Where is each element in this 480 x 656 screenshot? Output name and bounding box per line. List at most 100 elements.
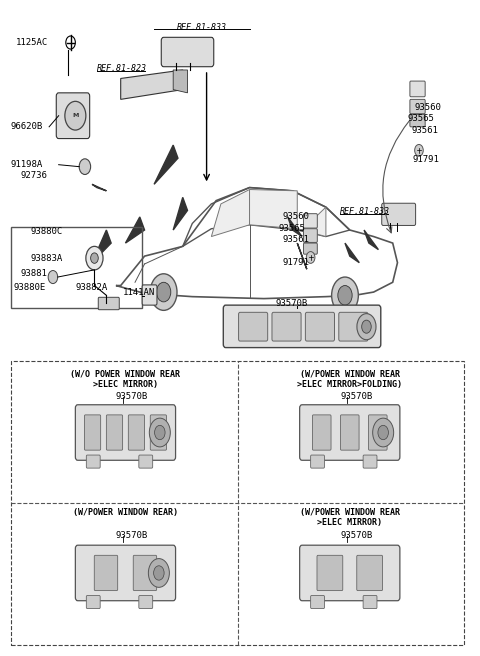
Polygon shape (297, 243, 307, 269)
FancyBboxPatch shape (84, 415, 101, 450)
FancyBboxPatch shape (139, 596, 153, 609)
FancyBboxPatch shape (303, 214, 317, 228)
Text: 93565: 93565 (408, 114, 435, 123)
Text: 93560: 93560 (283, 213, 310, 222)
FancyBboxPatch shape (317, 556, 343, 590)
Text: 1125AC: 1125AC (16, 38, 48, 47)
Text: 93570B: 93570B (116, 392, 148, 401)
Circle shape (362, 320, 371, 333)
Polygon shape (173, 197, 188, 230)
Text: REF.81-833: REF.81-833 (340, 207, 390, 216)
Text: 93881: 93881 (21, 268, 48, 277)
FancyBboxPatch shape (150, 415, 167, 450)
Polygon shape (288, 217, 302, 237)
Text: 93882A: 93882A (75, 283, 108, 292)
Text: 93570B: 93570B (340, 531, 372, 541)
Polygon shape (345, 243, 360, 262)
FancyBboxPatch shape (311, 455, 324, 468)
FancyBboxPatch shape (300, 545, 400, 601)
Polygon shape (92, 184, 107, 191)
Polygon shape (364, 230, 378, 250)
Polygon shape (120, 70, 183, 99)
Text: 93570B: 93570B (340, 392, 372, 401)
FancyBboxPatch shape (133, 556, 156, 590)
Circle shape (65, 101, 86, 130)
Circle shape (148, 559, 169, 587)
Polygon shape (250, 190, 297, 229)
Text: REF.81-833: REF.81-833 (177, 23, 227, 32)
Circle shape (149, 418, 170, 447)
Circle shape (156, 282, 171, 302)
Text: 93570B: 93570B (116, 531, 148, 541)
FancyBboxPatch shape (410, 81, 425, 96)
Text: 91198A: 91198A (11, 160, 43, 169)
FancyBboxPatch shape (363, 596, 377, 609)
FancyBboxPatch shape (410, 99, 425, 113)
Circle shape (338, 285, 352, 305)
FancyBboxPatch shape (369, 415, 387, 450)
FancyBboxPatch shape (272, 312, 301, 341)
Circle shape (91, 253, 98, 263)
Text: 93570B: 93570B (276, 298, 308, 308)
FancyBboxPatch shape (86, 455, 100, 468)
FancyBboxPatch shape (75, 405, 176, 461)
FancyBboxPatch shape (410, 114, 425, 127)
FancyBboxPatch shape (363, 455, 377, 468)
Circle shape (378, 425, 388, 440)
Text: (W/POWER WINDOW REAR): (W/POWER WINDOW REAR) (73, 508, 178, 517)
Polygon shape (211, 190, 250, 237)
Circle shape (332, 277, 359, 314)
Text: 91791: 91791 (283, 258, 310, 267)
Text: 93560: 93560 (414, 103, 441, 112)
Text: (W/O POWER WINDOW REAR
>ELEC MIRROR): (W/O POWER WINDOW REAR >ELEC MIRROR) (71, 370, 180, 389)
FancyBboxPatch shape (239, 312, 268, 341)
FancyBboxPatch shape (312, 415, 331, 450)
Text: M: M (72, 113, 79, 118)
FancyBboxPatch shape (339, 312, 368, 341)
Circle shape (48, 270, 58, 283)
Polygon shape (92, 230, 111, 262)
FancyBboxPatch shape (311, 596, 324, 609)
FancyBboxPatch shape (300, 405, 400, 461)
Circle shape (415, 144, 423, 156)
FancyBboxPatch shape (303, 243, 317, 254)
Text: 91791: 91791 (413, 155, 440, 164)
Circle shape (306, 251, 315, 263)
Text: 93880E: 93880E (13, 283, 46, 292)
FancyBboxPatch shape (86, 596, 100, 609)
Circle shape (150, 274, 177, 310)
FancyBboxPatch shape (340, 415, 359, 450)
Circle shape (79, 159, 91, 174)
Circle shape (357, 314, 376, 340)
Circle shape (154, 565, 164, 580)
Text: 96620B: 96620B (11, 122, 43, 131)
Circle shape (155, 425, 165, 440)
Text: 93565: 93565 (278, 224, 305, 234)
Text: (W/POWER WINDOW REAR
>ELEC MIRROR>FOLDING): (W/POWER WINDOW REAR >ELEC MIRROR>FOLDIN… (297, 370, 402, 389)
Text: 93880C: 93880C (30, 227, 62, 236)
FancyBboxPatch shape (75, 545, 176, 601)
Polygon shape (297, 207, 326, 237)
Text: (W/POWER WINDOW REAR
>ELEC MIRROR): (W/POWER WINDOW REAR >ELEC MIRROR) (300, 508, 400, 527)
FancyBboxPatch shape (161, 37, 214, 67)
Text: 1141AN: 1141AN (123, 287, 156, 297)
FancyBboxPatch shape (303, 229, 317, 243)
Polygon shape (125, 217, 144, 243)
Polygon shape (173, 70, 188, 93)
Text: 93561: 93561 (283, 235, 310, 243)
Text: REF.81-823: REF.81-823 (97, 64, 147, 73)
FancyBboxPatch shape (382, 203, 416, 226)
Text: 93883A: 93883A (30, 254, 62, 262)
FancyBboxPatch shape (94, 556, 118, 590)
Circle shape (372, 418, 394, 447)
FancyBboxPatch shape (142, 285, 157, 305)
Text: 92736: 92736 (21, 171, 48, 180)
FancyBboxPatch shape (107, 415, 122, 450)
FancyBboxPatch shape (357, 556, 383, 590)
FancyBboxPatch shape (305, 312, 335, 341)
Text: 93561: 93561 (412, 125, 439, 134)
FancyBboxPatch shape (223, 305, 381, 348)
FancyBboxPatch shape (98, 297, 119, 310)
FancyBboxPatch shape (139, 455, 153, 468)
FancyBboxPatch shape (56, 93, 90, 138)
